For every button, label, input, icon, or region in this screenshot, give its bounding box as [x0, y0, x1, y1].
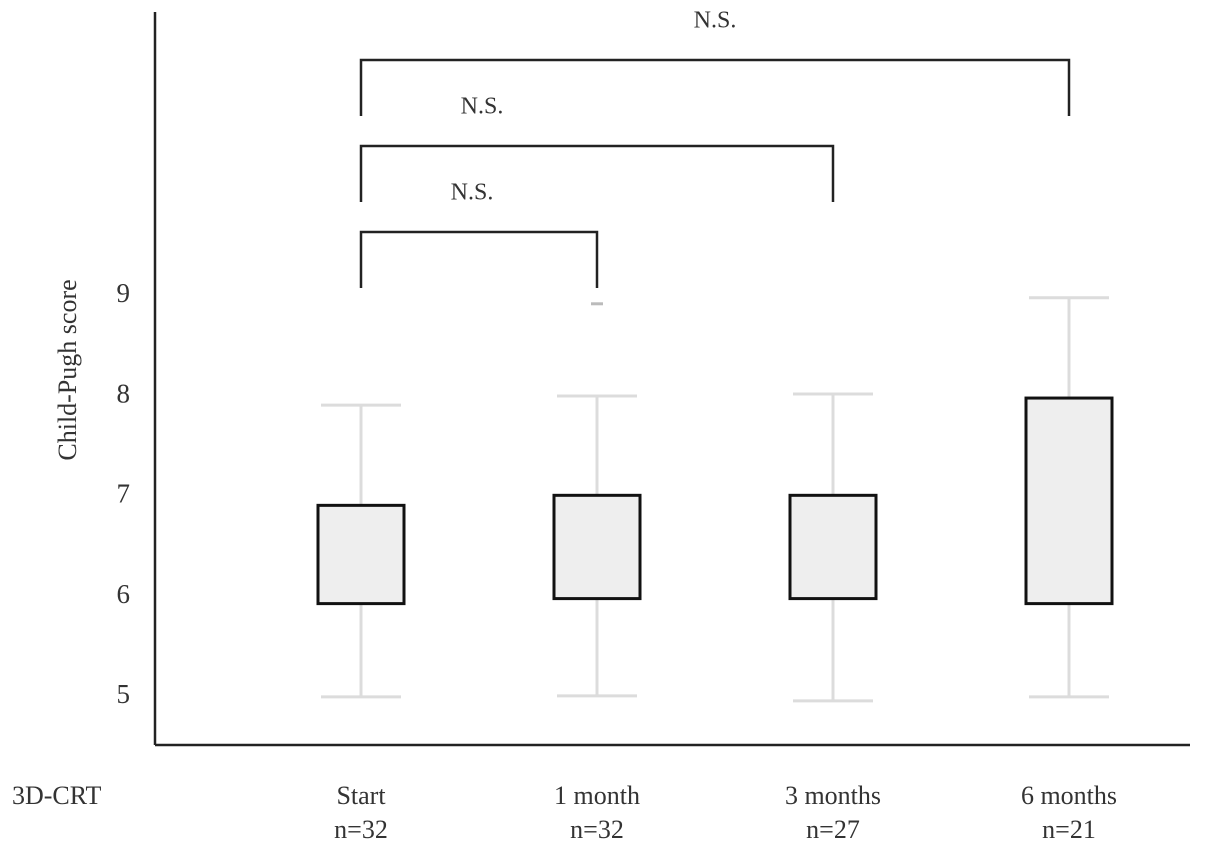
n-label: n=32 [570, 815, 624, 844]
box [552, 493, 642, 601]
n-label: n=32 [334, 815, 388, 844]
y-tick-label: 7 [117, 479, 131, 509]
n-label: n=27 [806, 815, 860, 844]
x-tick-label: 6 months [1021, 781, 1117, 810]
y-tick-label: 9 [117, 278, 131, 308]
bracket [359, 58, 1071, 116]
box [1024, 396, 1114, 606]
significance-label: N.S. [461, 94, 504, 120]
n-label: n=21 [1042, 815, 1096, 844]
x-tick-label: 3 months [785, 781, 881, 810]
y-tick-label: 6 [117, 579, 131, 609]
bracket [359, 230, 599, 288]
significance-label: N.S. [694, 8, 737, 34]
significance-label: N.S. [451, 180, 494, 206]
y-axis-label: Child-Pugh score [53, 279, 82, 460]
bracket [359, 144, 835, 202]
x-tick-label: Start [336, 781, 386, 810]
y-tick-label: 8 [117, 378, 131, 408]
y-tick-label: 5 [117, 679, 131, 709]
x-tick-label: 1 month [554, 781, 640, 810]
box [316, 503, 406, 606]
box [788, 493, 878, 601]
row-label: 3D-CRT [12, 781, 102, 810]
